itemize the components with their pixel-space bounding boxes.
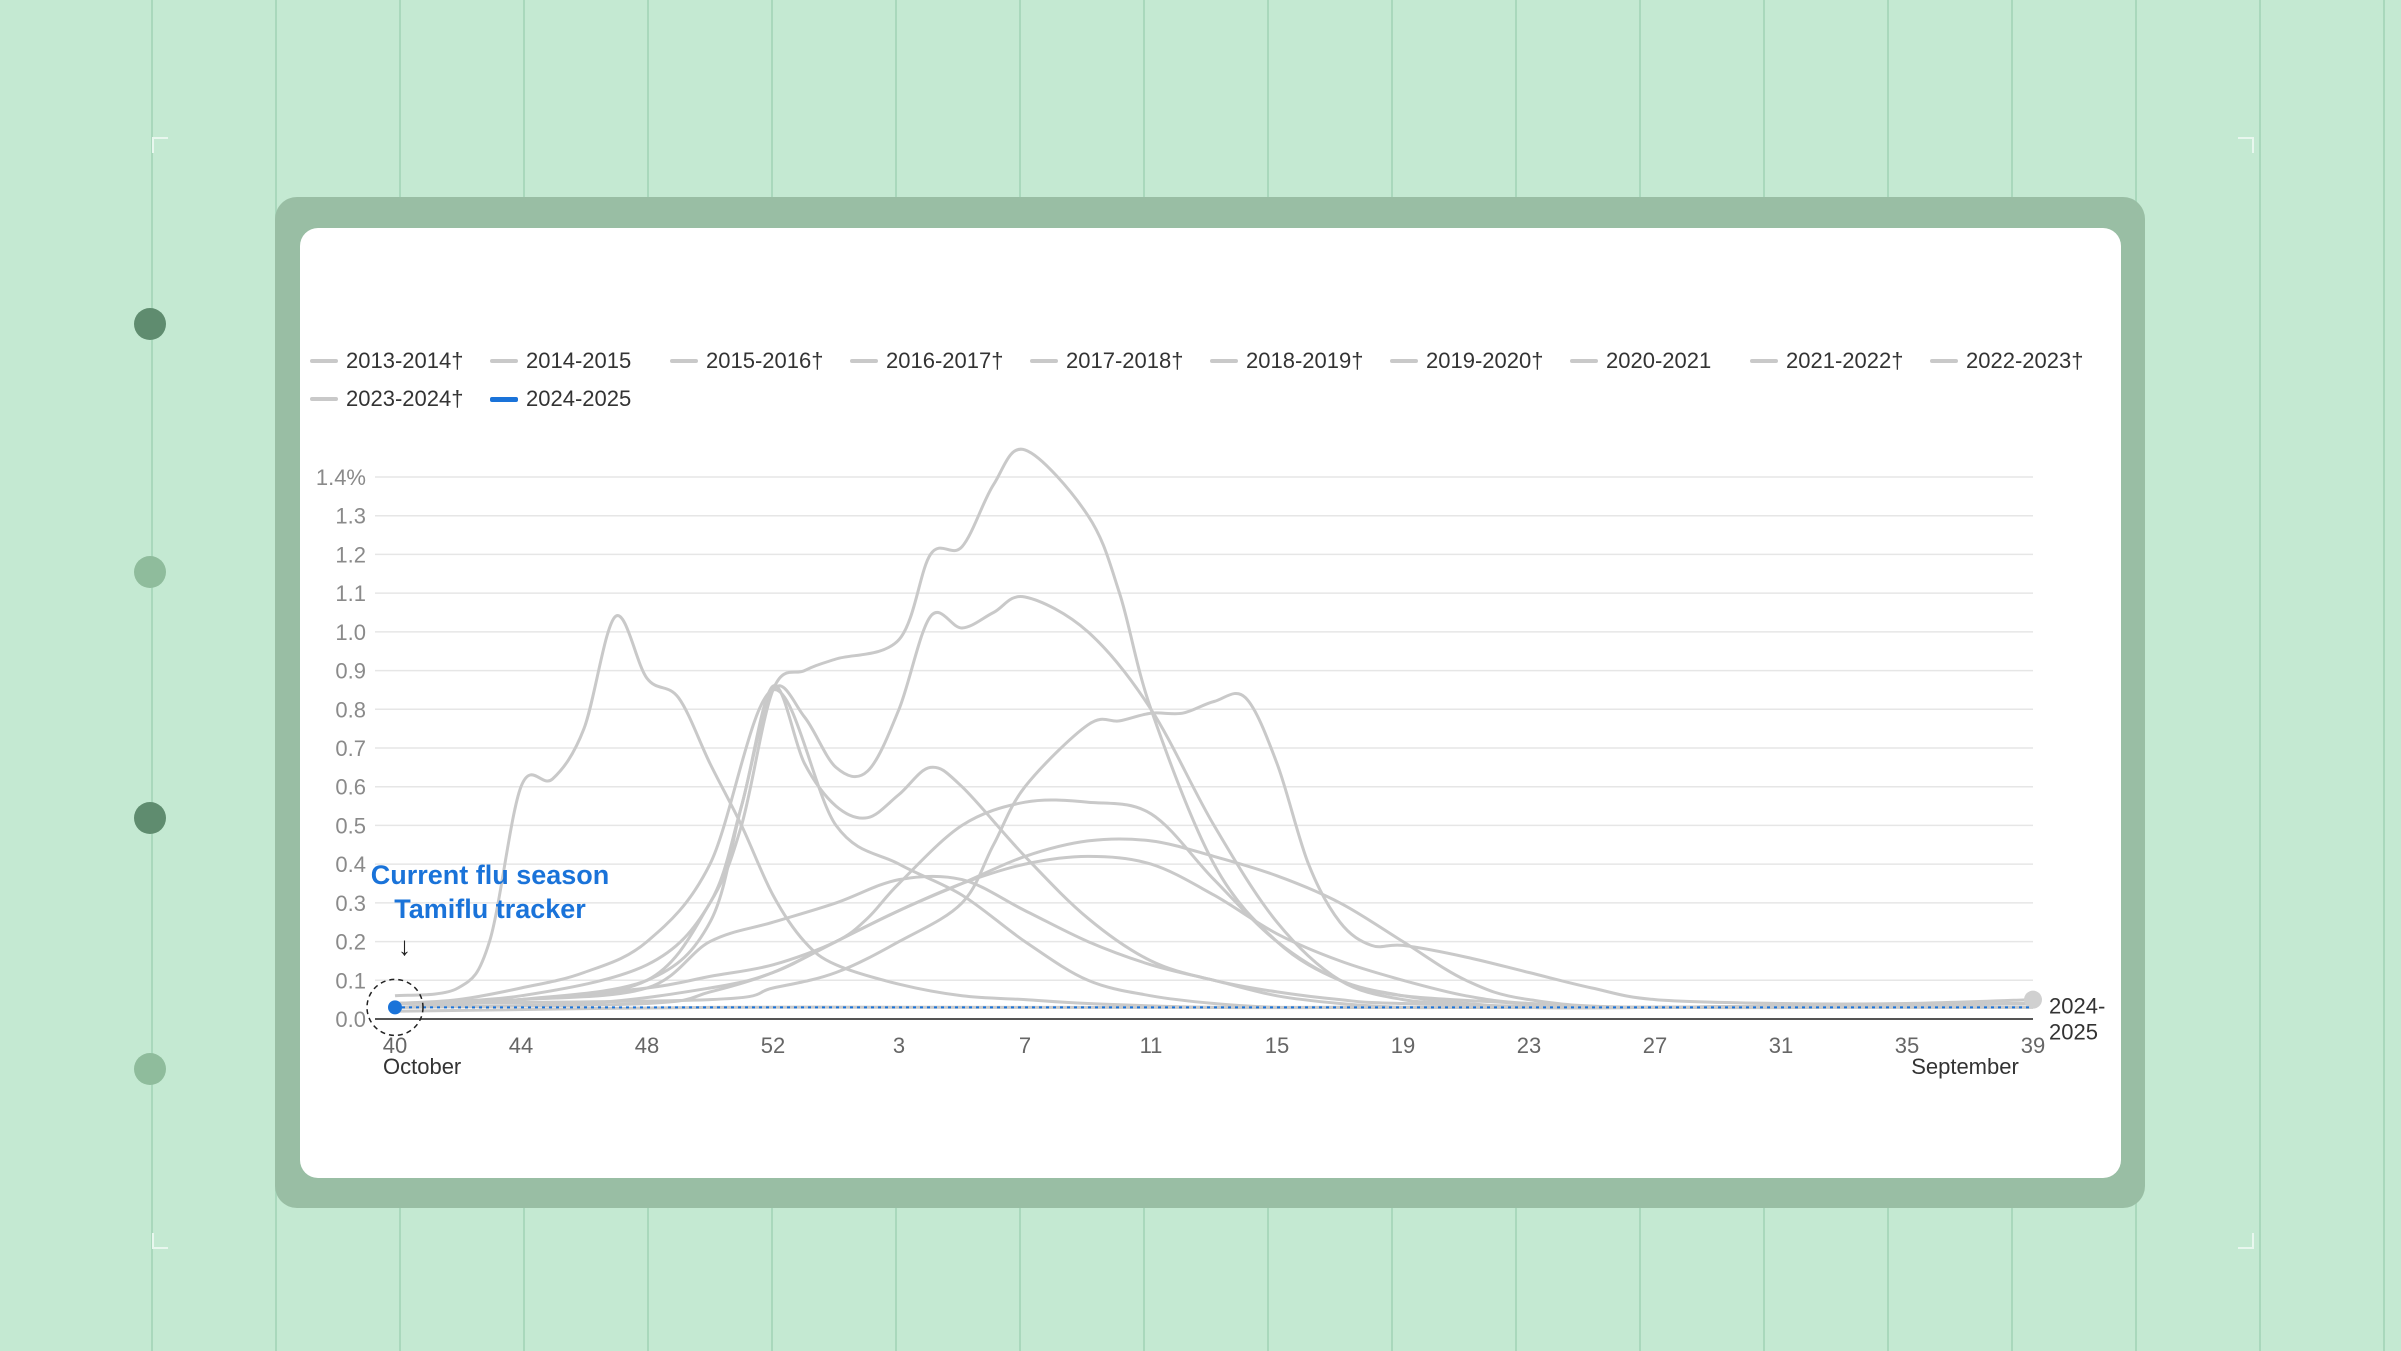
crop-mark <box>2238 1233 2254 1249</box>
annotation-line-2: Tamiflu tracker <box>394 894 586 924</box>
x-sublabel-october: October <box>383 1054 461 1079</box>
series-end-marker <box>2024 990 2042 1009</box>
x-tick-label: 19 <box>1391 1033 1415 1058</box>
y-tick-label: 0.0 <box>335 1007 366 1032</box>
series-line-2023-2024 <box>394 692 2034 1006</box>
x-tick-label: 15 <box>1265 1033 1289 1058</box>
legend-item[interactable]: 2024-2025 <box>490 386 631 412</box>
chart-card: 2013-2014† 2014-2015 2015-2016† 2016-2017† 2… <box>300 228 2121 1178</box>
legend-swatch <box>490 396 518 402</box>
legend-label: 2016-2017† <box>886 348 1004 373</box>
crop-mark <box>152 137 168 153</box>
background-line <box>2383 0 2385 1351</box>
x-tick-label: 31 <box>1769 1033 1793 1058</box>
series-line-2017-2018 <box>394 447 2034 1009</box>
legend-label: 2021-2022† <box>1786 348 1904 373</box>
y-tick-label: 0.7 <box>335 736 366 761</box>
x-tick-label: 48 <box>635 1033 659 1058</box>
series-line-2018-2019 <box>394 837 2034 1009</box>
legend-swatch <box>850 359 878 363</box>
end-label-line2: 2025 <box>2049 1019 2098 1044</box>
line-chart: 0.0 0.1 0.2 0.3 0.4 0.5 0.6 0.7 0.8 0.9 1.0 1.1 1.2 1… <box>316 447 2105 1079</box>
legend-swatch <box>670 359 698 363</box>
x-sublabel-september: September <box>1911 1054 2019 1079</box>
series-line-2021-2022 <box>394 854 2034 1009</box>
annotation-line-1: Current flu season <box>370 860 610 890</box>
series-line-2019-2020 <box>394 595 2034 1010</box>
series-line-2013-2014 <box>394 688 2034 1010</box>
legend-item[interactable]: 2013-2014† <box>310 348 463 374</box>
series-line-2015-2016 <box>394 798 2034 1010</box>
y-tick-label: 1.2 <box>335 542 366 567</box>
background-line <box>2259 0 2261 1351</box>
legend-label: 2014-2015 <box>526 348 632 373</box>
y-tick-label: 0.4 <box>335 852 366 877</box>
legend-label: 2017-2018† <box>1066 348 1184 373</box>
legend-item[interactable]: 2020-2021 <box>1570 348 1711 374</box>
decor-dot <box>134 802 166 834</box>
x-tick-label: 39 <box>2021 1033 2045 1058</box>
legend-label: 2020-2021 <box>1606 348 1712 373</box>
decor-dot <box>134 308 166 340</box>
background-line <box>151 0 153 1351</box>
crop-mark <box>152 1233 168 1249</box>
y-tick-label: 1.1 <box>335 581 366 606</box>
legend-label: 2015-2016† <box>706 348 824 373</box>
legend-item[interactable]: 2021-2022† <box>1750 348 1903 374</box>
legend-swatch <box>490 359 518 363</box>
legend-label: 2019-2020† <box>1426 348 1544 373</box>
arrow-down-icon: ↓ <box>398 931 411 961</box>
legend-swatch <box>1210 359 1238 363</box>
legend-swatch <box>310 359 338 363</box>
y-tick-label: 0.1 <box>335 968 366 993</box>
legend-item[interactable]: 2018-2019† <box>1210 348 1363 374</box>
x-tick-label: 3 <box>893 1033 905 1058</box>
y-tick-label: 1.3 <box>335 504 366 529</box>
x-tick-label: 44 <box>509 1033 533 1058</box>
legend-swatch <box>1930 359 1958 363</box>
crop-mark <box>2238 137 2254 153</box>
series-line-2014-2015 <box>394 614 2034 1010</box>
decor-dot <box>134 556 166 588</box>
y-tick-label: 0.2 <box>335 930 366 955</box>
legend-item[interactable]: 2023-2024† <box>310 386 463 412</box>
x-tick-label: 11 <box>1140 1033 1163 1058</box>
legend-label: 2024-2025 <box>526 386 632 411</box>
y-tick-label: 0.8 <box>335 697 366 722</box>
x-tick-label: 40 <box>383 1033 407 1058</box>
x-tick-label: 7 <box>1019 1033 1031 1058</box>
legend-item[interactable]: 2014-2015 <box>490 348 631 374</box>
legend-label: 2023-2024† <box>346 386 464 411</box>
series-line-2022-2023 <box>394 684 2034 1009</box>
legend-label: 2018-2019† <box>1246 348 1364 373</box>
current-season-point <box>388 1000 402 1015</box>
legend-swatch <box>1390 359 1418 363</box>
legend-label: 2022-2023† <box>1966 348 2084 373</box>
y-tick-label: 0.5 <box>335 813 366 838</box>
legend-swatch <box>1750 359 1778 363</box>
x-tick-label: 23 <box>1517 1033 1541 1058</box>
legend-label: 2013-2014† <box>346 348 464 373</box>
y-tick-label: 0.6 <box>335 775 366 800</box>
legend-item[interactable]: 2016-2017† <box>850 348 1003 374</box>
legend-item[interactable]: 2017-2018† <box>1030 348 1183 374</box>
current-season-annotation: Current flu season Tamiflu tracker <box>360 858 620 926</box>
y-tick-label: 1.0 <box>335 620 366 645</box>
y-tick-label: 0.9 <box>335 659 366 684</box>
legend-swatch <box>310 397 338 401</box>
x-tick-label: 52 <box>761 1033 785 1058</box>
y-tick-label: 0.3 <box>335 891 366 916</box>
legend-swatch <box>1570 359 1598 363</box>
legend-swatch <box>1030 359 1058 363</box>
x-tick-label: 35 <box>1895 1033 1919 1058</box>
legend-item[interactable]: 2022-2023† <box>1930 348 2083 374</box>
legend-item[interactable]: 2015-2016† <box>670 348 823 374</box>
end-label-line1: 2024- <box>2049 993 2105 1018</box>
decor-dot <box>134 1053 166 1085</box>
x-tick-label: 27 <box>1643 1033 1667 1058</box>
current-point-highlight <box>366 978 424 1037</box>
y-tick-label: 1.4% <box>316 465 366 490</box>
legend-item[interactable]: 2019-2020† <box>1390 348 1543 374</box>
